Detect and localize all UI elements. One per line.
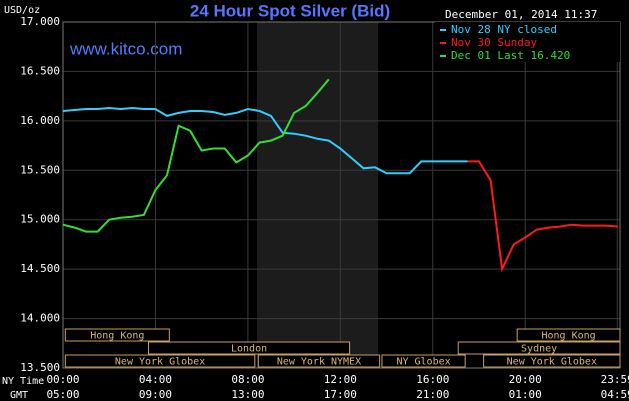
y-axis-label: USD/oz bbox=[4, 5, 40, 16]
y-tick-label: 16.500 bbox=[20, 64, 60, 77]
nymex-shade bbox=[257, 22, 378, 368]
session-label: Hong Kong bbox=[541, 331, 595, 342]
session-label: New York Globex bbox=[115, 357, 205, 368]
y-tick-label: 13.500 bbox=[20, 361, 60, 374]
session-box bbox=[457, 341, 621, 355]
timestamp: December 01, 2014 11:37 bbox=[445, 8, 597, 21]
y-tick-label: 15.500 bbox=[20, 163, 60, 176]
session-box bbox=[64, 354, 256, 368]
legend-box bbox=[435, 22, 620, 62]
x-tick-label: 16:00 bbox=[416, 373, 449, 386]
gmt-tick-label: 04:59 bbox=[601, 388, 629, 401]
gmt-tick-label: 09:00 bbox=[139, 388, 172, 401]
plot-frame bbox=[62, 21, 621, 369]
session-label: Hong Kong bbox=[90, 331, 144, 342]
session-box bbox=[516, 328, 621, 342]
gmt-tick-label: 21:00 bbox=[416, 388, 449, 401]
gmt-tick-label: 05:00 bbox=[46, 388, 79, 401]
x-tick-label: 04:00 bbox=[139, 373, 172, 386]
series-line bbox=[467, 160, 618, 273]
gmt-tick-label: 01:00 bbox=[509, 388, 542, 401]
chart-title: 24 Hour Spot Silver (Bid) bbox=[190, 1, 390, 20]
x-tick-label: 00:00 bbox=[46, 373, 79, 386]
session-label: New York Globex bbox=[507, 357, 597, 368]
y-tick-label: 14.000 bbox=[20, 312, 60, 325]
session-label: New York NYMEX bbox=[277, 357, 361, 368]
session-box bbox=[381, 354, 466, 368]
y-tick-label: 17.000 bbox=[20, 15, 60, 28]
x-tick-label: 08:00 bbox=[231, 373, 264, 386]
x-tick-label: 12:00 bbox=[324, 373, 357, 386]
y-tick-label: 16.000 bbox=[20, 114, 60, 127]
session-box bbox=[483, 354, 621, 368]
row-label: NY Time bbox=[2, 376, 44, 387]
session-box bbox=[64, 328, 170, 342]
y-tick-label: 15.000 bbox=[20, 213, 60, 226]
session-box bbox=[257, 354, 381, 368]
watermark: www.kitco.com bbox=[69, 39, 182, 58]
session-box bbox=[148, 341, 351, 355]
y-tick-label: 14.500 bbox=[20, 262, 60, 275]
row-label: GMT bbox=[10, 390, 28, 401]
x-tick-label: 20:00 bbox=[509, 373, 542, 386]
session-label: NY Globex bbox=[396, 357, 450, 368]
gmt-tick-label: 17:00 bbox=[324, 388, 357, 401]
session-label: Sydney bbox=[521, 344, 557, 355]
series-line bbox=[62, 106, 468, 175]
x-tick-label: 23:59 bbox=[601, 373, 629, 386]
legend-label: Nov 28 NY closed bbox=[451, 23, 557, 36]
series-line bbox=[62, 78, 330, 233]
gmt-tick-label: 13:00 bbox=[231, 388, 264, 401]
legend-label: Nov 30 Sunday bbox=[451, 36, 537, 49]
session-label: London bbox=[231, 344, 267, 355]
legend-label: Dec 01 Last 16.420 bbox=[451, 49, 570, 62]
